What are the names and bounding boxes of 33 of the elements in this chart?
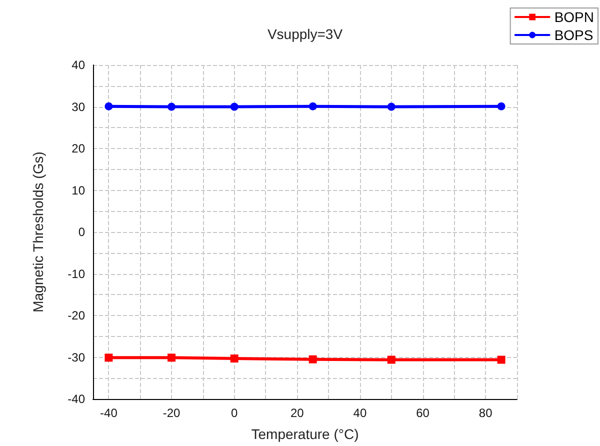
point <box>230 354 238 363</box>
point <box>497 102 506 110</box>
chart-title: Vsupply=3V <box>267 26 344 42</box>
point <box>168 354 176 362</box>
y-tick-label: -30 <box>68 350 86 364</box>
point <box>387 102 396 111</box>
point <box>308 355 317 364</box>
y-tick-label: 10 <box>72 183 86 198</box>
y-tick-label: -40 <box>68 392 86 406</box>
x-tick-label: -40 <box>100 406 118 420</box>
y-tick-label: -20 <box>68 308 86 322</box>
y-tick-label: 20 <box>72 142 86 156</box>
x-axis-title: Temperature (°C) <box>251 426 359 442</box>
x-tick-label: 20 <box>290 406 304 420</box>
point <box>168 102 176 111</box>
point <box>387 356 396 364</box>
point <box>104 102 113 110</box>
legend-label: BOPS <box>554 27 594 43</box>
point <box>497 356 506 364</box>
legend-label: BOPN <box>554 9 594 25</box>
y-tick-label: 30 <box>72 100 86 114</box>
y-tick-label: 40 <box>72 58 86 72</box>
y-axis-title: Magnetic Thresholds (Gs) <box>30 152 46 312</box>
x-tick-label: 80 <box>478 406 493 420</box>
y-tick-label: -10 <box>68 266 86 281</box>
y-tick-label: 0 <box>78 225 86 239</box>
point <box>230 102 238 111</box>
x-tick-label: 0 <box>230 406 238 420</box>
x-tick-label: 60 <box>416 406 430 420</box>
point <box>308 102 317 110</box>
x-tick-label: 40 <box>353 406 367 420</box>
point <box>104 354 113 362</box>
x-tick-label: -20 <box>162 406 181 420</box>
